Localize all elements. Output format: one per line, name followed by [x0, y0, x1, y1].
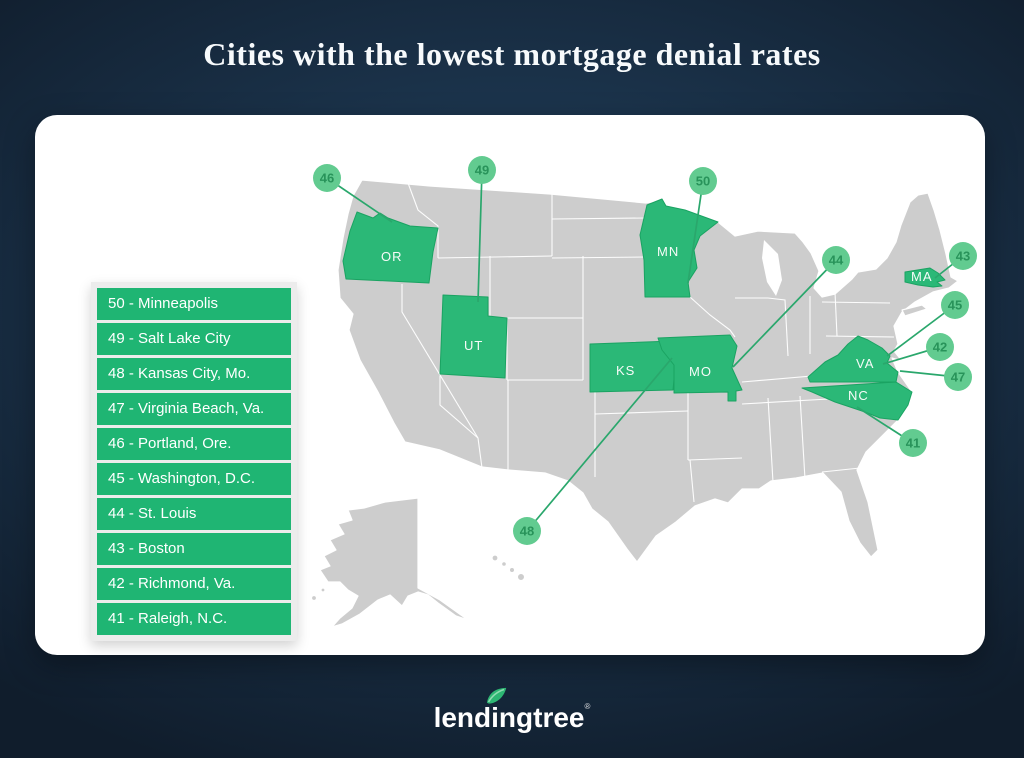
legend-item: 47 - Virginia Beach, Va. — [97, 393, 291, 425]
footer: lendingtree® — [0, 687, 1024, 734]
map-marker: 50 — [689, 167, 717, 195]
state-label: MA — [911, 269, 933, 284]
map-marker: 44 — [822, 246, 850, 274]
state-massachusetts — [904, 267, 946, 288]
map-markers: 46 49 50 44 43 45 42 47 — [313, 156, 977, 545]
aleutian-island — [320, 587, 326, 593]
marker-connector-line — [477, 169, 483, 303]
state-label: OR — [381, 249, 403, 264]
map-marker: 47 — [944, 363, 972, 391]
state-north-carolina — [801, 381, 913, 421]
state-label: MO — [689, 364, 712, 379]
map-marker: 48 — [513, 517, 541, 545]
svg-text:47: 47 — [951, 370, 965, 385]
state-label: KS — [616, 363, 635, 378]
page-title: Cities with the lowest mortgage denial r… — [203, 36, 821, 72]
state-utah — [439, 294, 508, 379]
legend-item: 48 - Kansas City, Mo. — [97, 358, 291, 390]
map-marker: 49 — [468, 156, 496, 184]
svg-text:42: 42 — [933, 340, 947, 355]
svg-text:50: 50 — [696, 174, 710, 189]
state-label: VA — [856, 356, 874, 371]
state-missouri — [657, 334, 743, 402]
map-marker: 42 — [926, 333, 954, 361]
map-marker: 41 — [899, 429, 927, 457]
highlighted-states — [342, 198, 946, 421]
long-island — [901, 304, 928, 317]
lake-michigan — [762, 240, 782, 296]
legend-item: 43 - Boston — [97, 533, 291, 565]
us-map: OR UT KS MO MN MA VA NC 46 49 50 44 43 — [310, 156, 977, 628]
state-label: MN — [657, 244, 679, 259]
state-label: UT — [464, 338, 483, 353]
map-marker: 46 — [313, 164, 341, 192]
lendingtree-logo: lendingtree® — [433, 687, 591, 734]
alaska-silhouette — [319, 497, 469, 628]
state-virginia — [807, 335, 899, 383]
map-marker: 45 — [941, 291, 969, 319]
legend-item: 46 - Portland, Ore. — [97, 428, 291, 460]
legend-item: 50 - Minneapolis — [97, 288, 291, 320]
legend-item: 44 - St. Louis — [97, 498, 291, 530]
svg-text:48: 48 — [520, 524, 534, 539]
legend-item: 41 - Raleigh, N.C. — [97, 603, 291, 635]
state-borders — [401, 182, 895, 503]
leaf-icon — [486, 687, 506, 704]
svg-text:43: 43 — [956, 249, 970, 264]
svg-text:49: 49 — [475, 163, 489, 178]
marker-connector-line — [526, 357, 673, 532]
ranking-legend: 50 - Minneapolis 49 - Salt Lake City 48 … — [91, 282, 297, 641]
hawaii-islands — [491, 554, 526, 582]
logo-text: lendingtree — [433, 702, 585, 733]
state-labels: OR UT KS MO MN MA VA NC — [381, 244, 933, 403]
legend-item: 45 - Washington, D.C. — [97, 463, 291, 495]
aleutian-island — [310, 594, 318, 602]
state-label: NC — [848, 388, 869, 403]
legend-item: 42 - Richmond, Va. — [97, 568, 291, 600]
svg-text:46: 46 — [320, 171, 334, 186]
svg-text:45: 45 — [948, 298, 962, 313]
svg-text:44: 44 — [829, 253, 844, 268]
marker-connector-line — [687, 180, 704, 284]
registered-trademark: ® — [584, 702, 591, 711]
legend-item: 49 - Salt Lake City — [97, 323, 291, 355]
marker-connector-line — [732, 259, 837, 368]
state-minnesota — [639, 198, 719, 298]
marker-connector-line — [886, 304, 956, 357]
map-marker: 43 — [949, 242, 977, 270]
svg-text:41: 41 — [906, 436, 920, 451]
